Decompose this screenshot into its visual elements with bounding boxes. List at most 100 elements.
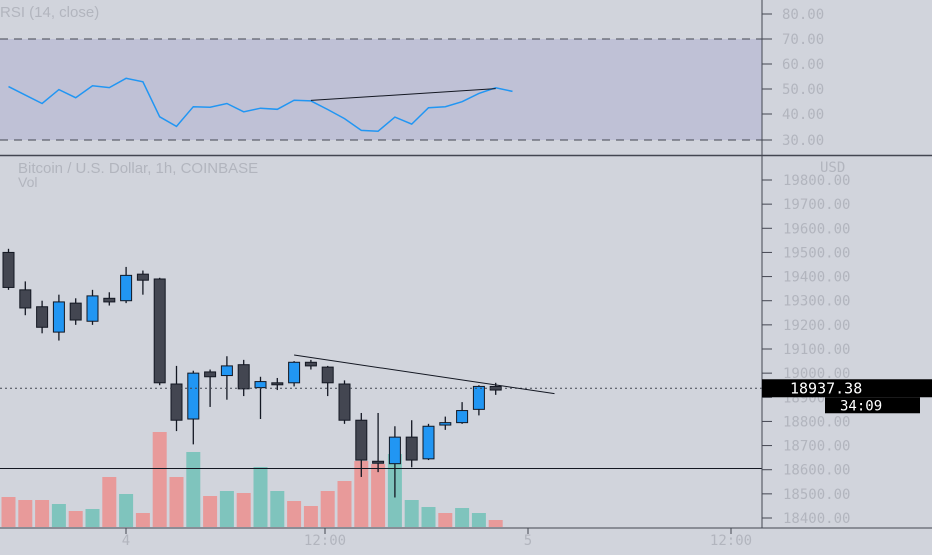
volume-bar <box>1 497 16 527</box>
price-tick-label: 19700.00 <box>783 197 850 213</box>
volume-bar <box>371 464 386 527</box>
candle-body <box>372 460 385 464</box>
candle-body <box>439 422 452 426</box>
candle-body <box>237 364 250 390</box>
price-tick-label: 19100.00 <box>783 342 850 358</box>
volume-bar <box>354 461 369 527</box>
price-tick-label: 18800.00 <box>783 414 850 430</box>
candles <box>2 248 502 498</box>
volume-bar <box>320 491 335 527</box>
time-label: 12:00 <box>710 533 752 549</box>
volume-bar <box>337 481 352 527</box>
candle-body <box>355 419 368 461</box>
volume-bar <box>488 520 503 527</box>
price-tick-label: 19200.00 <box>783 318 850 334</box>
rsi-tick-label: 50.00 <box>782 82 824 98</box>
candle-body <box>422 425 435 460</box>
rsi-series <box>8 77 513 132</box>
time-label: 4 <box>122 533 130 549</box>
volume-bar <box>85 509 100 527</box>
volume-bar <box>135 513 150 527</box>
candle-body <box>388 436 401 465</box>
price-tick-label: 19800.00 <box>783 173 850 189</box>
volume-label: Vol <box>18 174 37 190</box>
candle-body <box>254 381 267 389</box>
candle-body <box>472 385 485 410</box>
countdown-label: 34:09 <box>840 398 882 414</box>
volume-bar <box>421 507 436 527</box>
volume-bar <box>51 504 66 527</box>
rsi-title: RSI (14, close) <box>0 4 99 21</box>
time-label: 12:00 <box>304 533 346 549</box>
rsi-line <box>8 77 513 132</box>
volume-bar <box>253 467 268 527</box>
price-tick-label: 18500.00 <box>783 487 850 503</box>
candle-body <box>103 297 116 303</box>
volume-bar <box>287 501 302 527</box>
price-tick-label: 18600.00 <box>783 463 850 479</box>
rsi-trendline <box>310 88 496 101</box>
volume-bar <box>152 432 167 527</box>
volume-bar <box>471 513 486 527</box>
candle-body <box>86 295 99 322</box>
rsi-band <box>0 39 762 140</box>
price-trendline[interactable] <box>294 354 555 395</box>
price-axis-ticks: 19800.00 19700.00 19600.00 19500.00 19400.00… <box>762 173 850 527</box>
price-tick-label: 19400.00 <box>783 270 850 286</box>
volume-bar <box>203 496 218 527</box>
candle-body <box>52 301 65 333</box>
volume-bar <box>404 500 419 527</box>
candle-body <box>170 383 183 421</box>
countdown-label-bg <box>825 397 920 414</box>
candle-body <box>405 436 418 461</box>
price-tick-label: 19000.00 <box>783 366 850 382</box>
candle-body <box>187 372 200 420</box>
volume-bar <box>303 506 318 527</box>
volume-bar <box>219 491 234 527</box>
price-tick-label: 19600.00 <box>783 221 850 237</box>
last-price-label-bg <box>762 379 932 398</box>
candle-body <box>204 371 217 378</box>
candle-body <box>2 251 15 288</box>
volume-bar <box>236 493 251 527</box>
rsi-tick-label: 30.00 <box>782 133 824 149</box>
candle-body <box>120 274 133 302</box>
volume-bar <box>35 500 50 527</box>
price-tick-label: 18400.00 <box>783 511 850 527</box>
last-price-label: 18937.38 <box>790 379 862 397</box>
candle-body <box>19 289 32 309</box>
candle-body <box>288 361 301 384</box>
candle-body <box>321 366 334 384</box>
volume-bars <box>1 432 503 527</box>
price-tick-label: 19500.00 <box>783 245 850 261</box>
volume-bar <box>455 508 470 527</box>
volume-bar <box>186 452 201 527</box>
currency-label: USD <box>820 160 845 176</box>
candle-body <box>304 361 317 367</box>
time-axis-ticks: 4 12:00 5 12:00 <box>122 528 752 549</box>
volume-bar <box>18 500 33 527</box>
candle-body <box>456 410 469 424</box>
price-tick-label: 18700.00 <box>783 439 850 455</box>
candle-body <box>220 365 233 377</box>
symbol-title: Bitcoin / U.S. Dollar, 1h, COINBASE <box>18 160 258 177</box>
rsi-tick-label: 80.00 <box>782 7 824 23</box>
volume-bar <box>102 477 117 527</box>
candle-body <box>136 273 149 281</box>
volume-bar <box>270 491 285 527</box>
rsi-axis-ticks: 80.00 70.00 60.00 50.00 40.00 30.00 <box>762 7 824 149</box>
candle-body <box>338 383 351 421</box>
volume-bar <box>68 511 83 527</box>
price-tick-label: 19300.00 <box>783 294 850 310</box>
volume-bar <box>438 513 453 527</box>
candle-body <box>153 278 166 384</box>
candle-body <box>69 302 82 321</box>
rsi-tick-label: 60.00 <box>782 57 824 73</box>
candle-body <box>36 306 49 328</box>
rsi-tick-label: 70.00 <box>782 32 824 48</box>
rsi-tick-label: 40.00 <box>782 107 824 123</box>
candle-body <box>271 382 284 386</box>
time-label: 5 <box>524 533 532 549</box>
